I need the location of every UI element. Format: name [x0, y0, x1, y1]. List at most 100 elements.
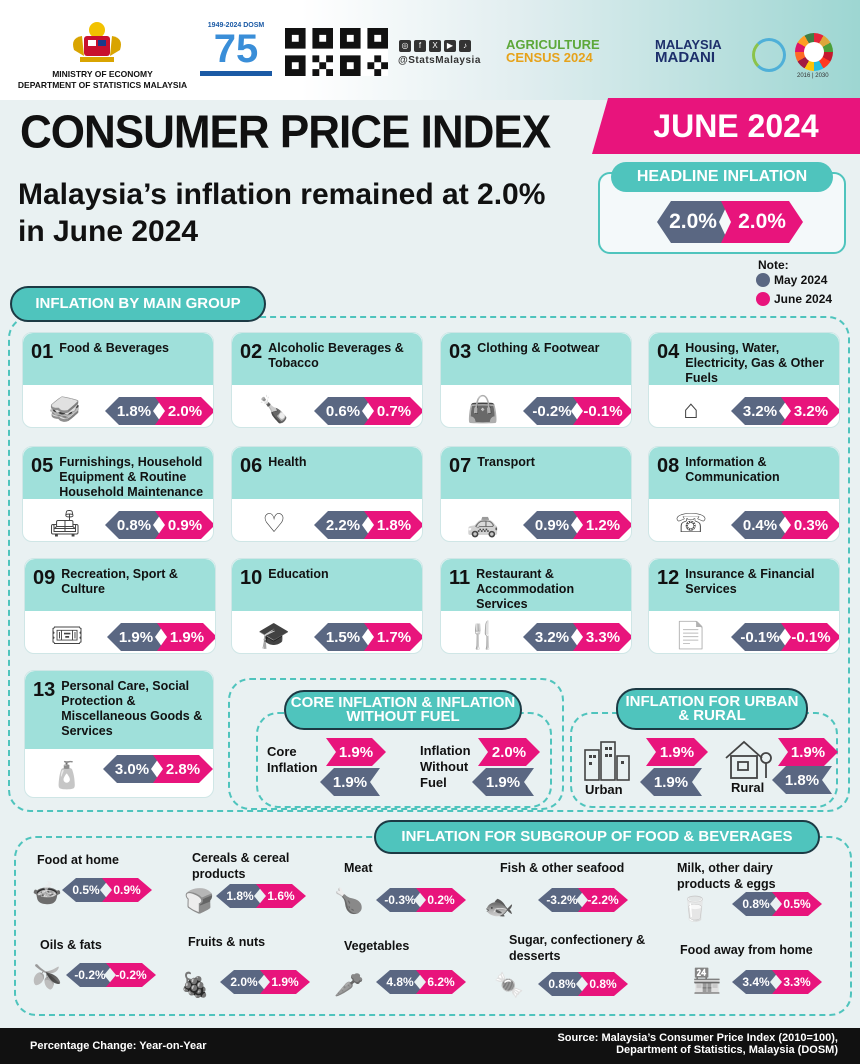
card-header: 06 Health — [232, 447, 422, 499]
food-subgroup-label: Food away from home — [680, 943, 813, 957]
house-icon: ⌂ — [683, 394, 699, 424]
card-values: 3.0% 2.8% — [103, 755, 213, 783]
card-values: 3.2% 3.2% — [731, 397, 840, 425]
qr-code-icon[interactable] — [340, 28, 388, 76]
card-header: 12 Insurance & Financial Services — [649, 559, 839, 611]
sdg-years: 2016 | 2030 — [797, 73, 829, 79]
card-header: 09 Recreation, Sport & Culture — [25, 559, 215, 611]
june-value: -0.1% — [781, 623, 840, 651]
food-subgroup-label: Milk, other dairy products & eggs — [677, 861, 776, 891]
x-icon[interactable]: X — [429, 40, 441, 52]
june-value: -0.1% — [573, 397, 632, 425]
sdg-wheel-icon — [795, 33, 833, 71]
food-subgroup-values: 1.8% 1.6% — [216, 884, 306, 908]
instagram-icon[interactable]: ◎ — [399, 40, 411, 52]
nofuel-label: Inflation Without Fuel — [420, 743, 471, 790]
food-subgroup-label: Oils & fats — [40, 938, 102, 952]
june-value: 1.9% — [260, 970, 310, 994]
facebook-icon[interactable]: f — [414, 40, 426, 52]
card-header: 02 Alcoholic Beverages & Tobacco — [232, 333, 422, 385]
main-group-section — [8, 316, 850, 812]
nofuel-june: 2.0% — [478, 738, 540, 766]
footer: Percentage Change: Year-on-Year Source: … — [0, 1028, 860, 1064]
card-label: Insurance & Financial Services — [685, 567, 815, 596]
headline-inflation-values: 2.0% 2.0% — [657, 201, 803, 243]
may-value: 0.8% — [105, 511, 163, 539]
may-value: 2.2% — [314, 511, 372, 539]
card-label: Furnishings, Household Equipment & Routi… — [59, 455, 204, 499]
food-subgroup-values: 0.5% 0.9% — [62, 878, 152, 902]
card-label: Health — [268, 455, 307, 469]
rural-label: Rural — [731, 780, 765, 795]
food-subgroup-values: -3.2% -2.2% — [538, 888, 628, 912]
food-item-icon: 🍗 — [334, 888, 364, 915]
main-group-card: 13 Personal Care, Social Protection & Mis… — [24, 670, 214, 798]
june-value: 3.3% — [772, 970, 822, 994]
card-number: 05 — [31, 455, 54, 477]
june-value: 0.8% — [578, 972, 628, 996]
department-line: DEPARTMENT OF STATISTICS MALAYSIA — [17, 80, 188, 90]
june-value: 1.9% — [157, 623, 216, 651]
june-value: 3.2% — [781, 397, 840, 425]
coat-of-arms-logo — [73, 22, 121, 62]
legend-may: May 2024 — [756, 273, 827, 287]
card-values: 0.6% 0.7% — [314, 397, 423, 425]
rural-may: 1.8% — [772, 766, 832, 794]
may-value: 3.2% — [523, 623, 581, 651]
may-value: 0.4% — [731, 511, 789, 539]
food-item-icon: 🍇 — [180, 972, 210, 999]
malaysia-madani-logo: MALAYSIA MADANI — [655, 37, 722, 66]
may-value: 0.8% — [538, 972, 586, 996]
card-label: Transport — [477, 455, 535, 469]
card-header: 01 Food & Beverages — [23, 333, 213, 385]
core-title: CORE INFLATION & INFLATION WITHOUT FUEL — [284, 690, 522, 730]
qr-code-icon[interactable] — [285, 28, 333, 76]
main-group-card: 02 Alcoholic Beverages & Tobacco 🍾 0.6% 0.7% — [231, 332, 423, 428]
card-label: Personal Care, Social Protection & Misce… — [61, 679, 203, 738]
food-subgroup-label: Vegetables — [344, 939, 410, 953]
card-label: Information & Communication — [685, 455, 780, 484]
may-value: 4.8% — [376, 970, 424, 994]
main-group-card: 10 Education 🎓 1.5% 1.7% — [231, 558, 423, 654]
food-subgroup-title: INFLATION FOR SUBGROUP OF FOOD & BEVERAG… — [374, 820, 820, 854]
june-value: 0.2% — [416, 888, 466, 912]
may-value: 3.2% — [731, 397, 789, 425]
june-value: 2.0% — [155, 397, 214, 425]
urban-june: 1.9% — [646, 738, 708, 766]
social-handle[interactable]: @StatsMalaysia — [398, 55, 481, 66]
source-line: Source: Malaysia’s Consumer Price Index … — [557, 1032, 838, 1044]
card-values: 3.2% 3.3% — [523, 623, 632, 651]
may-value: 1.5% — [314, 623, 372, 651]
food-icon: 🥪 — [48, 394, 82, 424]
card-number: 07 — [449, 455, 472, 477]
card-label: Alcoholic Beverages & Tobacco — [268, 341, 404, 370]
card-values: 0.8% 0.9% — [105, 511, 214, 539]
tiktok-icon[interactable]: ♪ — [459, 40, 471, 52]
card-number: 10 — [240, 567, 263, 589]
food-subgroup-values: 2.0% 1.9% — [220, 970, 310, 994]
may-value: 3.4% — [732, 970, 780, 994]
youtube-icon[interactable]: ▶ — [444, 40, 456, 52]
june-value: 2.0% — [721, 201, 803, 243]
may-value: -0.2% — [523, 397, 581, 425]
taxi-icon: 🚕 — [466, 508, 500, 538]
swirl-logo-icon — [752, 38, 786, 72]
urban-may: 1.9% — [640, 768, 702, 796]
core-june: 1.9% — [326, 738, 386, 766]
main-group-card: 12 Insurance & Financial Services 📄 -0.1% -0… — [648, 558, 840, 654]
card-label: Restaurant & Accommodation Services — [476, 567, 575, 611]
furniture-icon: 🛋 — [48, 508, 82, 538]
core-june-value: 1.9% — [326, 738, 386, 766]
rural-house-icon — [725, 740, 772, 779]
may-value: 1.9% — [107, 623, 165, 651]
june-value: 0.9% — [155, 511, 214, 539]
legend-june: June 2024 — [756, 292, 832, 306]
heartbeat-icon: ♡ — [262, 508, 286, 538]
card-number: 12 — [657, 567, 680, 589]
food-subgroup-values: -0.2% -0.2% — [66, 963, 156, 987]
core-inflation-label: Core Inflation — [267, 744, 318, 775]
card-values: 0.9% 1.2% — [523, 511, 632, 539]
graduation-icon: 🎓 — [257, 620, 291, 650]
may-value: 2.0% — [220, 970, 268, 994]
main-group-card: 08 Information & Communication ☏ 0.4% 0.3% — [648, 446, 840, 542]
